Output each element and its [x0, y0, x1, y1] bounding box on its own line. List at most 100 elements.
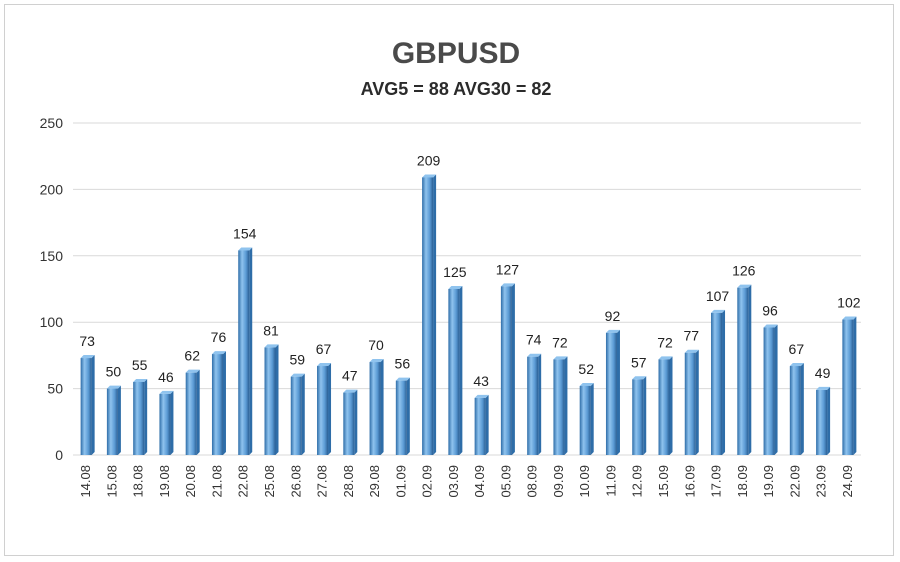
bar-front — [211, 354, 223, 455]
bar — [579, 382, 594, 455]
bar-side — [275, 344, 279, 455]
x-tick-label: 22.08 — [236, 465, 251, 498]
x-tick-label: 15.08 — [104, 465, 119, 498]
bar-front — [737, 287, 749, 455]
bar — [474, 394, 489, 455]
bar-side — [695, 349, 699, 455]
bar-side — [144, 378, 148, 455]
x-tick-label: 27.08 — [315, 465, 330, 498]
y-tick-label: 200 — [40, 181, 64, 197]
x-tick-label: 02.09 — [420, 465, 435, 498]
data-label: 57 — [631, 354, 647, 370]
bar — [711, 309, 726, 455]
bar-side — [380, 359, 384, 455]
x-tick-label: 03.09 — [446, 465, 461, 498]
bar-side — [459, 286, 463, 455]
bar-side — [196, 369, 200, 455]
x-tick-label: 12.09 — [630, 465, 645, 498]
bar-front — [106, 388, 118, 455]
data-label: 72 — [552, 334, 568, 350]
y-tick-label: 50 — [47, 381, 63, 397]
bar-front — [264, 347, 276, 455]
bar — [238, 247, 253, 455]
x-tick-label: 18.09 — [735, 465, 750, 498]
chart-subtitle: AVG5 = 88 AVG30 = 82 — [361, 79, 552, 99]
bar-top — [842, 316, 857, 320]
x-tick-label: 24.09 — [840, 465, 855, 498]
chart-frame: GBPUSD AVG5 = 88 AVG30 = 82 0 50 100 150 200… — [4, 4, 894, 556]
bar-top — [80, 355, 95, 359]
data-label: 81 — [263, 322, 279, 338]
bar-side — [511, 283, 515, 455]
bar-side — [406, 377, 410, 455]
bar-front — [684, 352, 696, 455]
bar-side — [616, 329, 620, 455]
bar-front — [842, 319, 854, 455]
bar-top — [343, 389, 358, 393]
data-label: 50 — [106, 364, 122, 380]
bar-front — [579, 385, 591, 455]
data-label: 92 — [605, 308, 621, 324]
x-tick-label: 16.09 — [682, 465, 697, 498]
bar-top — [133, 378, 148, 382]
x-tick-label: 01.09 — [393, 465, 408, 498]
chart-title: GBPUSD — [392, 37, 520, 70]
bar-front — [369, 362, 381, 455]
bar-front — [395, 380, 407, 455]
data-label: 74 — [526, 332, 542, 348]
x-tick-label: 11.09 — [603, 465, 618, 497]
x-tick-label: 20.08 — [183, 465, 198, 498]
bar-front — [422, 177, 434, 455]
data-label: 59 — [289, 352, 305, 368]
bar-top — [422, 174, 437, 178]
bar-top — [395, 377, 410, 381]
data-label: 56 — [395, 356, 411, 372]
bar — [500, 283, 515, 455]
bar-top — [500, 283, 515, 287]
y-tick-label: 0 — [55, 447, 63, 463]
data-label: 125 — [443, 264, 467, 280]
bar-side — [354, 389, 358, 455]
bar-top — [474, 394, 489, 398]
bar — [422, 174, 437, 455]
bar — [133, 378, 148, 455]
bar-side — [538, 353, 542, 455]
data-label: 46 — [158, 369, 174, 385]
bar-front — [448, 289, 460, 455]
bar — [658, 356, 673, 455]
bar-top — [185, 369, 200, 373]
data-label: 67 — [316, 341, 332, 357]
x-tick-label: 10.09 — [577, 465, 592, 498]
bar — [763, 324, 778, 455]
bar-side — [91, 355, 95, 455]
bar-front — [605, 332, 617, 455]
bar-top — [106, 385, 121, 389]
bar-top — [684, 349, 699, 353]
data-label: 67 — [789, 341, 805, 357]
x-tick-label: 21.08 — [209, 465, 224, 498]
bar-top — [211, 351, 226, 355]
data-label: 43 — [473, 373, 489, 389]
bar-side — [669, 356, 673, 455]
bar-top — [527, 353, 542, 357]
data-label: 126 — [732, 263, 756, 279]
bar-side — [433, 174, 437, 455]
y-axis-ticks: 0 50 100 150 200 250 — [40, 115, 64, 463]
y-tick-label: 100 — [40, 314, 64, 330]
bar-front — [159, 393, 171, 455]
bar-top — [605, 329, 620, 333]
data-label: 52 — [578, 361, 594, 377]
data-label: 209 — [417, 152, 441, 168]
bar-top — [632, 376, 647, 380]
bar-side — [222, 351, 226, 455]
data-label: 62 — [184, 348, 200, 364]
bar-top — [816, 386, 831, 390]
bar-side — [249, 247, 253, 455]
bar-side — [774, 324, 778, 455]
bar-top — [711, 309, 726, 313]
bars — [80, 174, 857, 455]
bar-top — [553, 356, 568, 360]
bar-front — [133, 381, 145, 455]
x-tick-label: 23.09 — [814, 465, 829, 498]
data-label: 77 — [683, 328, 699, 344]
